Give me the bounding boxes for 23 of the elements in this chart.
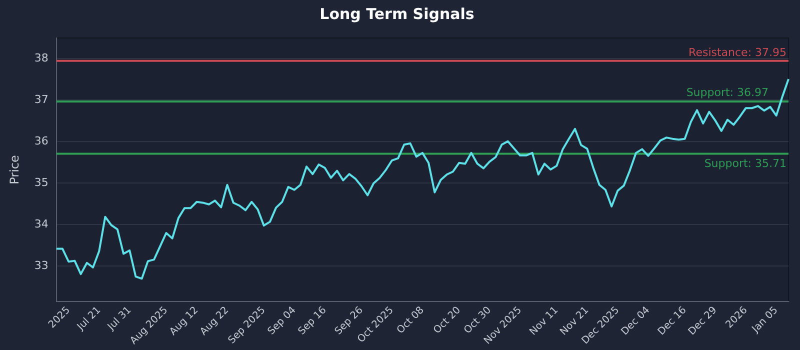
x-tick-label: Dec 29: [686, 304, 720, 338]
y-tick-label: 37: [34, 93, 48, 106]
x-tick-label: Oct 20: [432, 304, 464, 336]
y-tick-label: 38: [34, 52, 48, 65]
chart-title: Long Term Signals: [320, 4, 474, 23]
x-tick-label: Sep 04: [266, 304, 298, 338]
y-tick-label: 34: [34, 218, 48, 231]
ref-line-label: Resistance: 37.95: [688, 46, 787, 60]
x-tick-label: Oct 08: [395, 304, 426, 336]
x-tick-label: Jul 31: [105, 304, 134, 334]
x-tick-label: Jan 05: [750, 304, 780, 336]
ref-line-label: Support: 35.71: [704, 157, 787, 170]
x-tick-label: Dec 16: [656, 304, 689, 338]
y-tick-label: 33: [34, 259, 48, 272]
x-tick-label: Nov 11: [528, 304, 561, 338]
y-axis-title: Price: [7, 155, 22, 184]
y-tick-label: 36: [34, 134, 48, 148]
ref-line-label: Support: 36.97: [686, 86, 769, 99]
x-tick-label: Dec 04: [619, 304, 652, 338]
y-tick-label: 35: [34, 176, 48, 190]
x-tick-label: Sep 16: [296, 304, 329, 338]
x-tick-label: Aug 12: [168, 304, 201, 338]
x-tick-label: Jul 21: [74, 304, 104, 334]
